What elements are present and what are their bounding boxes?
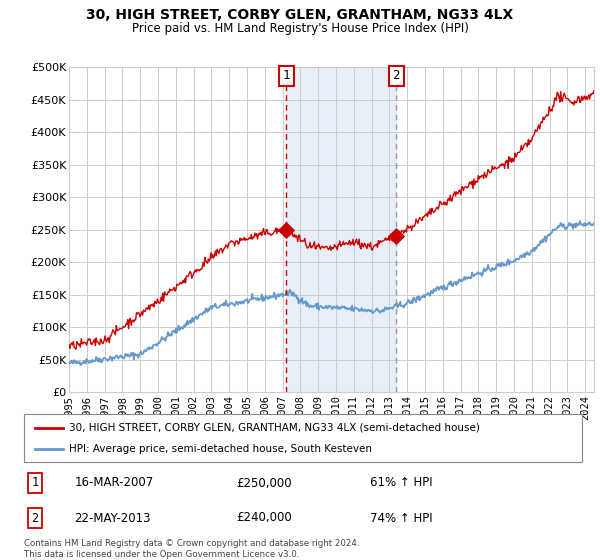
Text: 1: 1: [32, 477, 39, 489]
Text: HPI: Average price, semi-detached house, South Kesteven: HPI: Average price, semi-detached house,…: [68, 444, 371, 454]
Text: 30, HIGH STREET, CORBY GLEN, GRANTHAM, NG33 4LX: 30, HIGH STREET, CORBY GLEN, GRANTHAM, N…: [86, 8, 514, 22]
Text: 74% ↑ HPI: 74% ↑ HPI: [370, 511, 433, 525]
Point: [391, 232, 401, 241]
Text: 30, HIGH STREET, CORBY GLEN, GRANTHAM, NG33 4LX (semi-detached house): 30, HIGH STREET, CORBY GLEN, GRANTHAM, N…: [68, 423, 479, 433]
Text: £240,000: £240,000: [236, 511, 292, 525]
Text: Price paid vs. HM Land Registry's House Price Index (HPI): Price paid vs. HM Land Registry's House …: [131, 22, 469, 35]
Text: 2: 2: [392, 69, 400, 82]
Text: £250,000: £250,000: [236, 477, 292, 489]
Text: 61% ↑ HPI: 61% ↑ HPI: [370, 477, 433, 489]
Text: 2: 2: [32, 511, 39, 525]
Text: 16-MAR-2007: 16-MAR-2007: [74, 477, 154, 489]
FancyBboxPatch shape: [24, 414, 582, 462]
Text: 22-MAY-2013: 22-MAY-2013: [74, 511, 151, 525]
Text: 1: 1: [283, 69, 290, 82]
Text: Contains HM Land Registry data © Crown copyright and database right 2024.
This d: Contains HM Land Registry data © Crown c…: [24, 539, 359, 559]
Point: [281, 225, 291, 234]
Bar: [286, 67, 396, 392]
